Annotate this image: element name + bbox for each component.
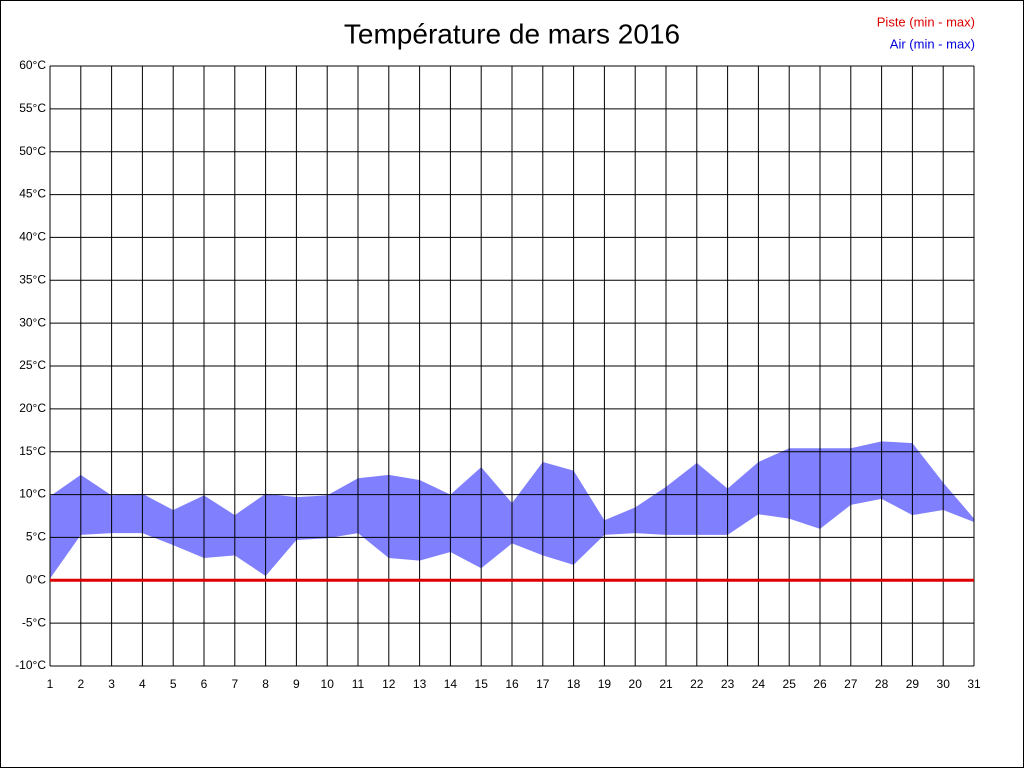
x-tick-label: 21	[659, 677, 673, 691]
y-tick-label: 20°C	[19, 401, 46, 415]
y-tick-label: 45°C	[19, 187, 46, 201]
x-tick-label: 29	[906, 677, 920, 691]
y-tick-label: 35°C	[19, 272, 46, 286]
y-tick-label: 50°C	[19, 144, 46, 158]
x-tick-label: 24	[752, 677, 766, 691]
x-tick-label: 22	[690, 677, 704, 691]
x-tick-label: 3	[108, 677, 115, 691]
y-tick-label: 5°C	[26, 530, 46, 544]
y-tick-label: 10°C	[19, 487, 46, 501]
y-tick-label: -10°C	[15, 658, 46, 672]
x-tick-label: 6	[201, 677, 208, 691]
x-tick-label: 2	[77, 677, 84, 691]
x-tick-label: 14	[444, 677, 458, 691]
y-tick-label: 25°C	[19, 358, 46, 372]
x-tick-label: 31	[967, 677, 981, 691]
x-tick-label: 28	[875, 677, 889, 691]
x-tick-label: 9	[293, 677, 300, 691]
x-tick-label: 19	[598, 677, 612, 691]
x-tick-label: 18	[567, 677, 581, 691]
x-tick-label: 23	[721, 677, 735, 691]
y-tick-label: 30°C	[19, 315, 46, 329]
x-tick-label: 25	[783, 677, 797, 691]
x-tick-label: 7	[231, 677, 238, 691]
x-tick-label: 1	[47, 677, 54, 691]
x-tick-label: 13	[413, 677, 427, 691]
y-tick-label: 60°C	[19, 58, 46, 72]
legend-entry: Air (min - max)	[890, 36, 975, 51]
y-tick-label: 55°C	[19, 101, 46, 115]
chart-title: Température de mars 2016	[344, 18, 680, 49]
x-tick-label: 12	[382, 677, 396, 691]
x-tick-label: 16	[505, 677, 519, 691]
legend-entry: Piste (min - max)	[877, 14, 975, 29]
x-tick-label: 27	[844, 677, 858, 691]
x-tick-label: 8	[262, 677, 269, 691]
x-tick-label: 30	[937, 677, 951, 691]
x-tick-label: 20	[629, 677, 643, 691]
x-tick-label: 4	[139, 677, 146, 691]
y-tick-label: 0°C	[26, 572, 46, 586]
y-tick-label: 40°C	[19, 230, 46, 244]
y-tick-label: 15°C	[19, 444, 46, 458]
x-tick-label: 15	[475, 677, 489, 691]
y-tick-label: -5°C	[22, 615, 46, 629]
x-tick-label: 11	[352, 677, 365, 691]
x-tick-label: 17	[536, 677, 550, 691]
x-tick-label: 10	[321, 677, 335, 691]
x-tick-label: 26	[813, 677, 827, 691]
x-tick-label: 5	[170, 677, 177, 691]
